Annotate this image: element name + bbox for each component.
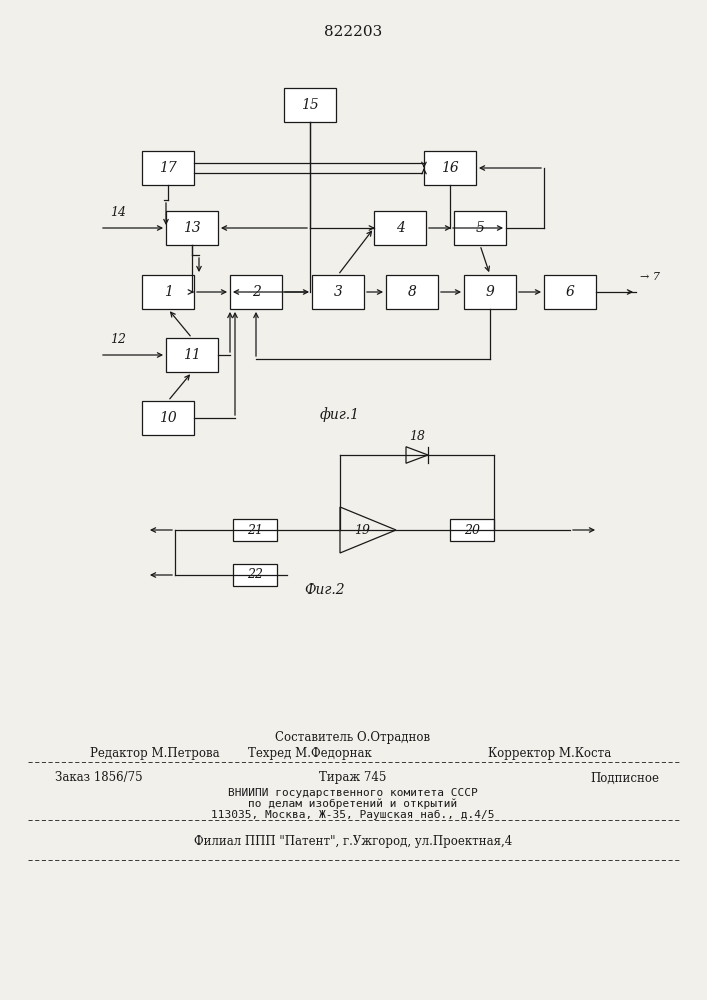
Text: 15: 15 [301, 98, 319, 112]
Text: по делам изобретений и открытий: по делам изобретений и открытий [248, 799, 457, 809]
Text: 822203: 822203 [324, 25, 382, 39]
Text: 1: 1 [163, 285, 173, 299]
Text: Составитель О.Отраднов: Составитель О.Отраднов [276, 732, 431, 744]
Text: 11: 11 [183, 348, 201, 362]
Text: 8: 8 [407, 285, 416, 299]
Text: 3: 3 [334, 285, 342, 299]
FancyBboxPatch shape [464, 275, 516, 309]
FancyBboxPatch shape [450, 519, 494, 541]
Text: Подписное: Подписное [590, 772, 659, 784]
Text: 6: 6 [566, 285, 574, 299]
Text: 13: 13 [183, 221, 201, 235]
FancyBboxPatch shape [233, 564, 277, 586]
FancyBboxPatch shape [284, 88, 336, 122]
Text: Фиг.2: Фиг.2 [305, 583, 345, 597]
Text: 21: 21 [247, 524, 263, 536]
FancyBboxPatch shape [142, 151, 194, 185]
FancyBboxPatch shape [142, 275, 194, 309]
FancyBboxPatch shape [386, 275, 438, 309]
Text: Корректор М.Коста: Корректор М.Коста [489, 748, 612, 760]
Text: 17: 17 [159, 161, 177, 175]
Text: Заказ 1856/75: Заказ 1856/75 [55, 772, 143, 784]
Text: → 7: → 7 [640, 272, 660, 282]
Text: 2: 2 [252, 285, 260, 299]
Text: 113035, Москва, Ж-35, Раушская наб., д.4/5: 113035, Москва, Ж-35, Раушская наб., д.4… [211, 810, 495, 820]
Text: Тираж 745: Тираж 745 [320, 772, 387, 784]
Text: 9: 9 [486, 285, 494, 299]
Text: ВНИИПИ государственного комитета СССР: ВНИИПИ государственного комитета СССР [228, 788, 478, 798]
FancyBboxPatch shape [230, 275, 282, 309]
Text: 14: 14 [110, 206, 126, 219]
Text: фиг.1: фиг.1 [320, 408, 360, 422]
FancyBboxPatch shape [544, 275, 596, 309]
Text: 20: 20 [464, 524, 480, 536]
FancyBboxPatch shape [142, 401, 194, 435]
Text: 18: 18 [409, 430, 425, 444]
Text: 4: 4 [395, 221, 404, 235]
Text: 10: 10 [159, 411, 177, 425]
Text: Филиал ППП "Патент", г.Ужгород, ул.Проектная,4: Филиал ППП "Патент", г.Ужгород, ул.Проек… [194, 836, 512, 848]
FancyBboxPatch shape [233, 519, 277, 541]
FancyBboxPatch shape [374, 211, 426, 245]
Text: 12: 12 [110, 333, 126, 346]
FancyBboxPatch shape [454, 211, 506, 245]
Text: 16: 16 [441, 161, 459, 175]
FancyBboxPatch shape [312, 275, 364, 309]
FancyBboxPatch shape [166, 211, 218, 245]
Text: Техред М.Федорнак: Техред М.Федорнак [248, 748, 372, 760]
Text: 19: 19 [354, 524, 370, 536]
Text: 5: 5 [476, 221, 484, 235]
Text: 22: 22 [247, 568, 263, 582]
Text: Редактор М.Петрова: Редактор М.Петрова [90, 748, 220, 760]
FancyBboxPatch shape [424, 151, 476, 185]
FancyBboxPatch shape [166, 338, 218, 372]
